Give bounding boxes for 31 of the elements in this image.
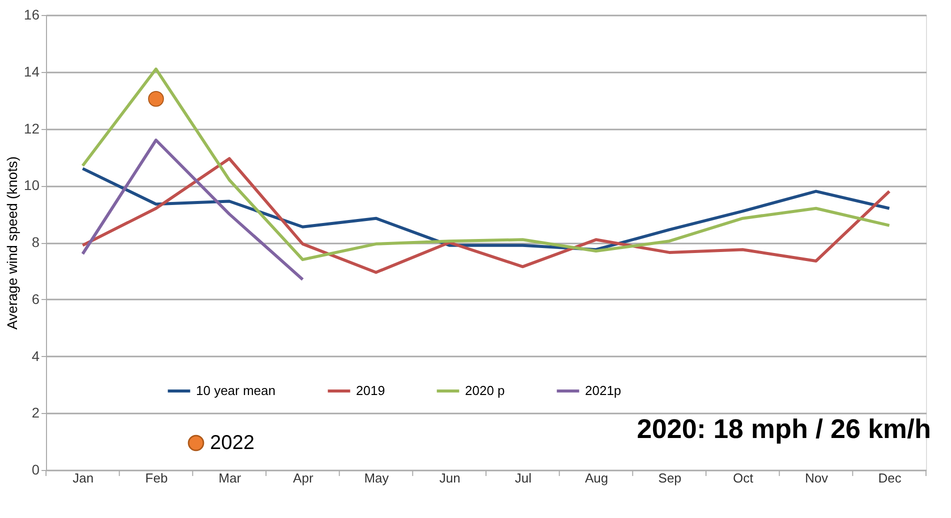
line-series: [81, 138, 304, 281]
line-series: [81, 157, 891, 274]
x-tick-label: Sep: [658, 470, 682, 486]
y-tick-label: 2: [32, 404, 40, 421]
annotation: 2020: 18 mph / 26 km/h: [636, 414, 931, 444]
y-tick-label: 4: [32, 348, 40, 364]
line-series: [81, 68, 891, 262]
legend-label: 2021p: [585, 383, 622, 398]
legend-label: 2022: [210, 432, 254, 454]
x-tick-label: Feb: [145, 470, 168, 486]
legend-label: 10 year mean: [196, 383, 276, 398]
x-tick-label: Jun: [439, 470, 460, 486]
legend-label: 2019: [356, 383, 385, 398]
x-tick-label: Dec: [878, 470, 902, 486]
x-tick-label: May: [364, 470, 390, 486]
x-tick-label: Oct: [733, 470, 754, 486]
x-tick-label: Mar: [218, 470, 242, 486]
y-tick-label: 6: [32, 290, 40, 307]
y-tick-label: 16: [24, 6, 40, 22]
y-tick-label: 8: [32, 234, 40, 250]
y-axis-title: Average wind speed (knots): [4, 156, 20, 330]
y-tick-label: 14: [24, 63, 40, 80]
y-tick-label: 12: [24, 120, 40, 136]
legend-label: 2020 p: [465, 383, 505, 398]
y-tick-label: 0: [32, 462, 40, 478]
x-tick-label: Nov: [804, 470, 829, 486]
x-tick-label: Aug: [584, 470, 608, 486]
x-tick-label: Jul: [514, 470, 532, 486]
x-tick-label: Apr: [293, 470, 314, 486]
y-tick-label: 10: [24, 177, 40, 194]
x-tick-label: Jan: [72, 470, 94, 486]
